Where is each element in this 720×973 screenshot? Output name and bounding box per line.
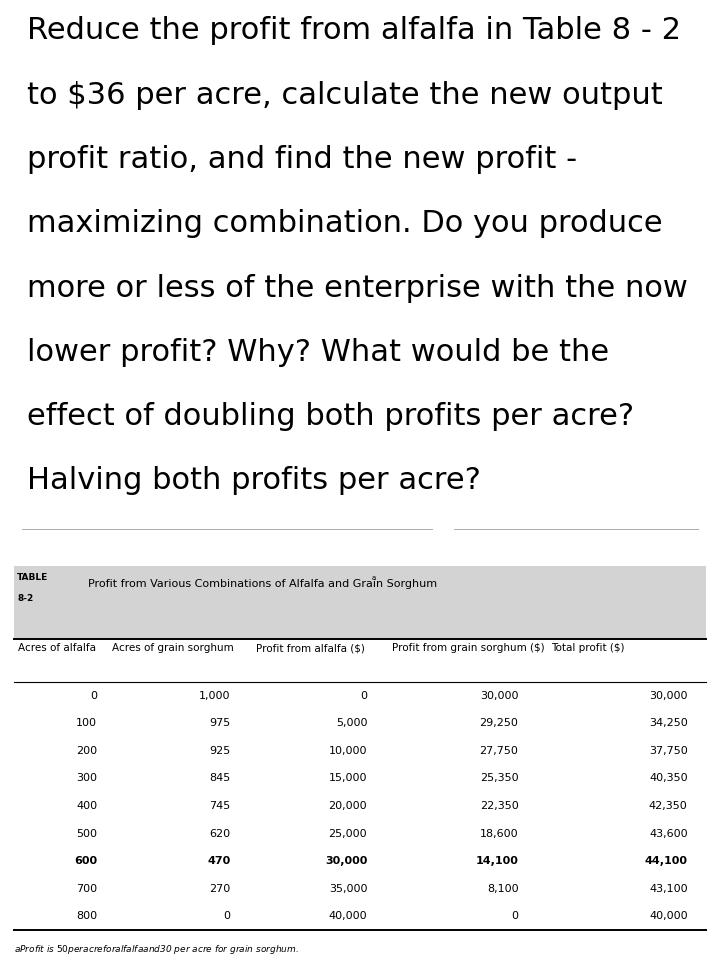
Text: maximizing combination. Do you produce: maximizing combination. Do you produce xyxy=(27,209,663,238)
Text: 30,000: 30,000 xyxy=(325,856,367,866)
Text: 27,750: 27,750 xyxy=(480,746,518,756)
Text: 35,000: 35,000 xyxy=(329,883,367,894)
Text: 270: 270 xyxy=(209,883,230,894)
Text: Acres of grain sorghum: Acres of grain sorghum xyxy=(112,643,233,653)
Text: 40,000: 40,000 xyxy=(649,912,688,921)
Text: 34,250: 34,250 xyxy=(649,718,688,728)
Text: Reduce the profit from alfalfa in Table 8 - 2: Reduce the profit from alfalfa in Table … xyxy=(27,17,681,46)
FancyBboxPatch shape xyxy=(14,566,79,639)
Text: 925: 925 xyxy=(209,746,230,756)
Text: 0: 0 xyxy=(223,912,230,921)
Text: 29,250: 29,250 xyxy=(480,718,518,728)
Text: 25,350: 25,350 xyxy=(480,774,518,783)
Text: 42,350: 42,350 xyxy=(649,801,688,811)
Text: 37,750: 37,750 xyxy=(649,746,688,756)
Text: 44,100: 44,100 xyxy=(644,856,688,866)
Text: aProfit is $50 per acre for alfalfa and $30 per acre for grain sorghum.: aProfit is $50 per acre for alfalfa and … xyxy=(14,943,300,956)
Text: 300: 300 xyxy=(76,774,97,783)
Text: 1,000: 1,000 xyxy=(199,691,230,701)
Text: to $36 per acre, calculate the new output: to $36 per acre, calculate the new outpu… xyxy=(27,81,663,110)
Text: 845: 845 xyxy=(209,774,230,783)
Text: 0: 0 xyxy=(90,691,97,701)
Text: 400: 400 xyxy=(76,801,97,811)
Text: Profit from Various Combinations of Alfalfa and Grain Sorghum: Profit from Various Combinations of Alfa… xyxy=(88,579,437,589)
Text: 43,100: 43,100 xyxy=(649,883,688,894)
Text: TABLE: TABLE xyxy=(17,573,48,582)
Text: 10,000: 10,000 xyxy=(329,746,367,756)
Text: 8,100: 8,100 xyxy=(487,883,518,894)
Text: lower profit? Why? What would be the: lower profit? Why? What would be the xyxy=(27,338,610,367)
Text: effect of doubling both profits per acre?: effect of doubling both profits per acre… xyxy=(27,402,634,431)
Text: 5,000: 5,000 xyxy=(336,718,367,728)
Text: more or less of the enterprise with the now: more or less of the enterprise with the … xyxy=(27,273,688,303)
Text: 470: 470 xyxy=(207,856,230,866)
Text: 15,000: 15,000 xyxy=(329,774,367,783)
Text: a: a xyxy=(372,575,376,581)
Text: 700: 700 xyxy=(76,883,97,894)
Text: Halving both profits per acre?: Halving both profits per acre? xyxy=(27,466,481,495)
Text: 600: 600 xyxy=(74,856,97,866)
Text: 22,350: 22,350 xyxy=(480,801,518,811)
Text: 40,350: 40,350 xyxy=(649,774,688,783)
Text: Profit from alfalfa ($): Profit from alfalfa ($) xyxy=(256,643,364,653)
Text: 18,600: 18,600 xyxy=(480,829,518,839)
Text: 0: 0 xyxy=(360,691,367,701)
Text: 100: 100 xyxy=(76,718,97,728)
Text: 30,000: 30,000 xyxy=(649,691,688,701)
Text: 0: 0 xyxy=(511,912,518,921)
Text: 200: 200 xyxy=(76,746,97,756)
Text: 975: 975 xyxy=(209,718,230,728)
Text: 43,600: 43,600 xyxy=(649,829,688,839)
Text: 500: 500 xyxy=(76,829,97,839)
Text: 20,000: 20,000 xyxy=(328,801,367,811)
Text: profit ratio, and find the new profit -: profit ratio, and find the new profit - xyxy=(27,145,577,174)
Text: Total profit ($): Total profit ($) xyxy=(551,643,624,653)
Text: Acres of alfalfa: Acres of alfalfa xyxy=(18,643,96,653)
Text: 25,000: 25,000 xyxy=(328,829,367,839)
Text: 14,100: 14,100 xyxy=(475,856,518,866)
FancyBboxPatch shape xyxy=(79,566,706,639)
Text: 8-2: 8-2 xyxy=(17,595,34,603)
Text: 745: 745 xyxy=(209,801,230,811)
Text: 30,000: 30,000 xyxy=(480,691,518,701)
Text: 40,000: 40,000 xyxy=(328,912,367,921)
Text: 800: 800 xyxy=(76,912,97,921)
Text: Profit from grain sorghum ($): Profit from grain sorghum ($) xyxy=(392,643,545,653)
Text: 620: 620 xyxy=(210,829,230,839)
